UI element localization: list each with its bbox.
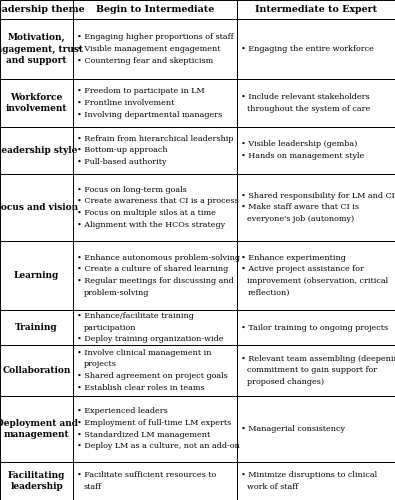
Text: staff: staff bbox=[83, 483, 102, 491]
Text: Intermediate to Expert: Intermediate to Expert bbox=[255, 5, 377, 14]
Text: reflection): reflection) bbox=[247, 289, 290, 297]
Bar bbox=[237, 462, 395, 500]
Bar bbox=[0, 0, 73, 19]
Text: • Create a culture of shared learning: • Create a culture of shared learning bbox=[77, 266, 228, 274]
Text: • Involve clinical management in: • Involve clinical management in bbox=[77, 348, 212, 356]
Text: projects: projects bbox=[83, 360, 117, 368]
Text: • Focus on multiple silos at a time: • Focus on multiple silos at a time bbox=[77, 209, 216, 217]
Bar bbox=[73, 310, 237, 345]
Text: problem-solving: problem-solving bbox=[83, 289, 149, 297]
Text: • Visible leadership (gemba): • Visible leadership (gemba) bbox=[241, 140, 357, 148]
Bar bbox=[237, 310, 395, 345]
Text: • Countering fear and skepticism: • Countering fear and skepticism bbox=[77, 56, 213, 64]
Text: everyone's job (autonomy): everyone's job (autonomy) bbox=[247, 215, 355, 223]
Bar bbox=[0, 240, 73, 310]
Text: • Hands on management style: • Hands on management style bbox=[241, 152, 364, 160]
Text: • Tailor training to ongoing projects: • Tailor training to ongoing projects bbox=[241, 324, 388, 332]
Bar bbox=[73, 462, 237, 500]
Text: throughout the system of care: throughout the system of care bbox=[247, 104, 371, 112]
Bar bbox=[237, 79, 395, 126]
Text: • Experienced leaders: • Experienced leaders bbox=[77, 408, 168, 416]
Bar bbox=[0, 19, 73, 79]
Bar bbox=[73, 19, 237, 79]
Text: • Managerial consistency: • Managerial consistency bbox=[241, 425, 345, 433]
Text: • Bottom-up approach: • Bottom-up approach bbox=[77, 146, 168, 154]
Bar bbox=[0, 79, 73, 126]
Text: improvement (observation, critical: improvement (observation, critical bbox=[247, 277, 389, 285]
Text: • Minimize disruptions to clinical: • Minimize disruptions to clinical bbox=[241, 471, 377, 479]
Text: Training: Training bbox=[15, 323, 58, 332]
Text: Workforce
involvement: Workforce involvement bbox=[6, 93, 67, 113]
Bar bbox=[0, 174, 73, 240]
Bar bbox=[73, 126, 237, 174]
Text: • Make staff aware that CI is: • Make staff aware that CI is bbox=[241, 204, 359, 212]
Text: • Include relevant stakeholders: • Include relevant stakeholders bbox=[241, 93, 370, 101]
Text: work of staff: work of staff bbox=[247, 483, 299, 491]
Bar bbox=[237, 174, 395, 240]
Bar bbox=[237, 0, 395, 19]
Bar bbox=[0, 310, 73, 345]
Text: participation: participation bbox=[83, 324, 136, 332]
Text: • Facilitate sufficient resources to: • Facilitate sufficient resources to bbox=[77, 471, 216, 479]
Bar bbox=[73, 0, 237, 19]
Text: Deployment and
management: Deployment and management bbox=[0, 418, 77, 439]
Text: Focus and vision: Focus and vision bbox=[0, 203, 78, 212]
Text: Leadership style: Leadership style bbox=[0, 146, 78, 155]
Text: Motivation,
engagement, trust
and support: Motivation, engagement, trust and suppor… bbox=[0, 34, 83, 64]
Bar bbox=[0, 126, 73, 174]
Bar bbox=[73, 79, 237, 126]
Text: • Employment of full-time LM experts: • Employment of full-time LM experts bbox=[77, 419, 231, 427]
Bar bbox=[0, 462, 73, 500]
Text: • Establish clear roles in teams: • Establish clear roles in teams bbox=[77, 384, 205, 392]
Text: Leadership theme: Leadership theme bbox=[0, 5, 85, 14]
Text: • Frontline involvement: • Frontline involvement bbox=[77, 99, 175, 107]
Bar bbox=[237, 19, 395, 79]
Text: commitment to gain support for: commitment to gain support for bbox=[247, 366, 378, 374]
Text: Collaboration: Collaboration bbox=[2, 366, 71, 375]
Text: • Shared responsibility for LM and CI: • Shared responsibility for LM and CI bbox=[241, 192, 395, 200]
Text: • Regular meetings for discussing and: • Regular meetings for discussing and bbox=[77, 277, 234, 285]
Bar bbox=[237, 345, 395, 396]
Bar bbox=[237, 240, 395, 310]
Text: • Deploy training organization-wide: • Deploy training organization-wide bbox=[77, 335, 224, 343]
Bar bbox=[73, 396, 237, 462]
Bar bbox=[237, 396, 395, 462]
Text: • Enhance autonomous problem-solving: • Enhance autonomous problem-solving bbox=[77, 254, 240, 262]
Text: • Engaging higher proportions of staff: • Engaging higher proportions of staff bbox=[77, 34, 234, 42]
Text: • Enhance experimenting: • Enhance experimenting bbox=[241, 254, 346, 262]
Text: • Freedom to participate in LM: • Freedom to participate in LM bbox=[77, 87, 205, 95]
Text: Begin to Intermediate: Begin to Intermediate bbox=[96, 5, 214, 14]
Text: • Alignment with the HCOs strategy: • Alignment with the HCOs strategy bbox=[77, 221, 225, 229]
Bar bbox=[73, 174, 237, 240]
Text: • Active project assistance for: • Active project assistance for bbox=[241, 266, 364, 274]
Text: • Relevant team assembling (deepening: • Relevant team assembling (deepening bbox=[241, 354, 395, 362]
Text: Facilitating
leadership: Facilitating leadership bbox=[8, 471, 65, 491]
Text: • Engaging the entire workforce: • Engaging the entire workforce bbox=[241, 45, 374, 53]
Text: • Visible management engagement: • Visible management engagement bbox=[77, 45, 220, 53]
Text: • Shared agreement on project goals: • Shared agreement on project goals bbox=[77, 372, 228, 380]
Bar bbox=[0, 345, 73, 396]
Bar bbox=[237, 126, 395, 174]
Text: • Pull-based authority: • Pull-based authority bbox=[77, 158, 167, 166]
Bar bbox=[73, 345, 237, 396]
Text: • Deploy LM as a culture, not an add-on: • Deploy LM as a culture, not an add-on bbox=[77, 442, 240, 450]
Text: • Refrain from hierarchical leadership: • Refrain from hierarchical leadership bbox=[77, 134, 233, 142]
Text: • Enhance/facilitate training: • Enhance/facilitate training bbox=[77, 312, 194, 320]
Text: Learning: Learning bbox=[14, 271, 59, 280]
Text: • Involving departmental managers: • Involving departmental managers bbox=[77, 110, 222, 118]
Bar bbox=[0, 396, 73, 462]
Text: proposed changes): proposed changes) bbox=[247, 378, 325, 386]
Text: • Standardized LM management: • Standardized LM management bbox=[77, 430, 210, 438]
Bar bbox=[73, 240, 237, 310]
Text: • Focus on long-term goals: • Focus on long-term goals bbox=[77, 186, 187, 194]
Text: • Create awareness that CI is a process: • Create awareness that CI is a process bbox=[77, 198, 239, 205]
